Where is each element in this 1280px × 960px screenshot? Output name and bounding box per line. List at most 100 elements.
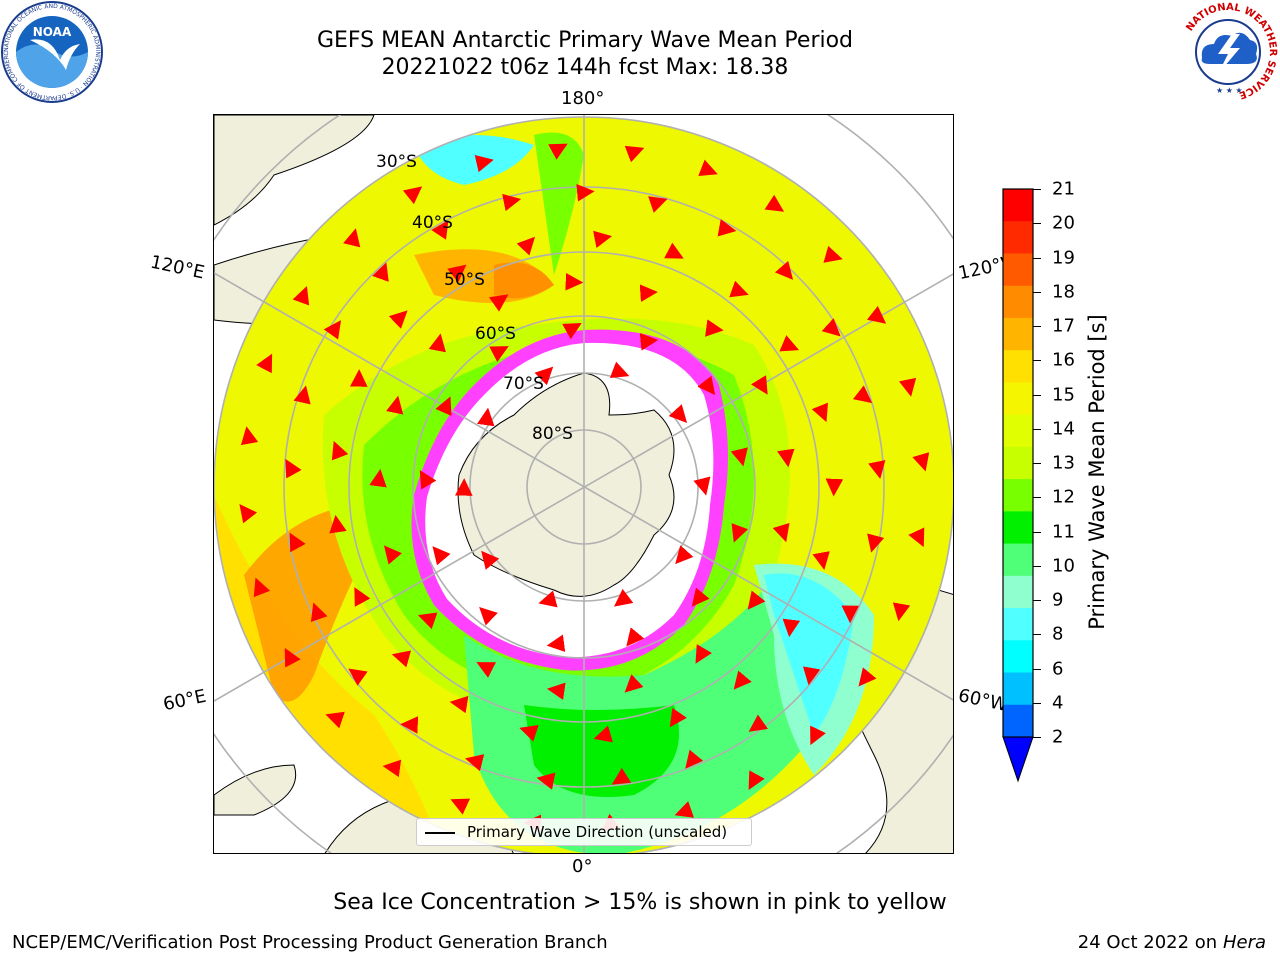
footer-credit: NCEP/EMC/Verification Post Processing Pr… — [12, 932, 608, 953]
wave-direction-arrows — [239, 143, 930, 833]
colorbar-tick-label: 19 — [1052, 247, 1075, 268]
wave-arrow — [516, 236, 536, 256]
colorbar-tick-mark — [1033, 565, 1041, 567]
colorbar-tick-label: 2 — [1052, 726, 1064, 748]
colorbar-segment — [1003, 640, 1033, 674]
polar-map — [214, 115, 953, 853]
colorbar-tick-mark — [1033, 394, 1041, 396]
wave-arrow — [624, 145, 645, 163]
wave-arrow — [289, 532, 306, 553]
wave-arrow — [695, 644, 712, 664]
wave-arrow — [639, 333, 659, 351]
wave-arrow — [450, 798, 471, 815]
colorbar-tick-label: 16 — [1052, 349, 1075, 371]
lat-label-50s: 50°S — [444, 270, 485, 290]
wave-arrow — [253, 577, 271, 598]
wave-arrow — [285, 458, 302, 479]
wave-arrow — [239, 504, 258, 524]
colorbar-segment — [1003, 414, 1033, 448]
colorbar-segment — [1003, 221, 1033, 254]
wave-arrow — [256, 353, 273, 374]
wave-arrow — [502, 193, 522, 212]
wave-arrow — [892, 602, 911, 622]
wave-arrow — [614, 588, 634, 607]
wave-arrow — [382, 759, 402, 778]
wave-arrow — [717, 219, 737, 237]
wave-arrow — [823, 245, 843, 263]
colorbar-label: Primary Wave Mean Period [s] — [1085, 314, 1109, 630]
wave-arrow — [576, 184, 595, 202]
wave-arrow — [536, 772, 556, 790]
wave-arrow — [435, 396, 452, 417]
wave-arrow — [731, 523, 749, 543]
map-frame — [213, 114, 954, 854]
wave-arrow — [348, 668, 368, 686]
colorbar-tick-label: 9 — [1052, 589, 1064, 611]
wave-arrow — [698, 159, 718, 177]
svg-text:★ ★ ★: ★ ★ ★ — [1216, 86, 1243, 95]
wave-arrow — [474, 155, 494, 173]
wave-arrow — [419, 470, 437, 490]
wave-arrow — [730, 447, 748, 467]
wave-arrow — [705, 319, 724, 337]
colorbar-extend-triangle — [1002, 736, 1034, 783]
colorbar-tick-label: 18 — [1052, 281, 1075, 303]
wave-arrow — [546, 682, 566, 700]
colorbar-tick-mark — [1033, 291, 1041, 293]
wave-arrow — [751, 375, 768, 395]
wave-arrow — [802, 666, 821, 686]
wave-arrow — [388, 310, 408, 329]
wave-arrow — [747, 590, 766, 610]
wave-arrow — [431, 220, 449, 240]
wave-arrow — [562, 322, 582, 340]
colorbar-segment — [1003, 189, 1033, 222]
footer-date: 24 Oct 2022 on Hera — [1077, 932, 1266, 953]
wave-arrow — [811, 402, 829, 423]
wave-arrow — [772, 522, 790, 543]
wave-arrow — [240, 426, 259, 446]
wave-arrow — [729, 280, 749, 298]
wave-arrow — [447, 264, 467, 283]
colorbar-tick-mark — [1033, 600, 1041, 601]
wave-arrow — [664, 242, 684, 259]
colorbar-tick-mark — [1033, 189, 1041, 190]
wave-arrow — [812, 551, 830, 571]
wave-arrow — [821, 318, 841, 337]
wave-arrow — [477, 407, 495, 427]
wave-arrow — [852, 385, 873, 404]
wave-arrow — [774, 260, 794, 280]
colorbar-tick-mark — [1033, 326, 1041, 327]
wave-arrow — [624, 674, 644, 693]
colorbar-tick-label: 17 — [1052, 315, 1075, 337]
wave-arrow — [391, 650, 412, 668]
wave-arrow — [867, 533, 885, 553]
legend-text: Primary Wave Direction (unscaled) — [467, 823, 728, 841]
colorbar — [1002, 188, 1034, 783]
lon-label-0: 0° — [572, 856, 593, 877]
colorbar-tick-mark — [1033, 428, 1041, 430]
colorbar-tick-label: 8 — [1052, 623, 1064, 645]
footer-machine: Hera — [1222, 932, 1266, 953]
wave-arrow — [693, 476, 711, 496]
australia-land — [214, 115, 375, 226]
wave-arrow — [369, 468, 387, 488]
legend-line-sample — [425, 832, 455, 834]
wave-arrow — [748, 770, 765, 790]
svg-text:NOAA: NOAA — [33, 25, 72, 39]
wave-arrow — [323, 320, 342, 340]
colorbar-segment — [1003, 285, 1033, 319]
colorbar-tick-mark — [1033, 257, 1041, 259]
wave-arrow — [310, 602, 328, 623]
sea-ice-note: Sea Ice Concentration > 15% is shown in … — [333, 890, 947, 915]
wave-arrow — [593, 725, 613, 743]
colorbar-tick-mark — [1033, 737, 1041, 738]
colorbar-tick-label: 6 — [1052, 658, 1064, 679]
colorbar-segment — [1003, 543, 1033, 577]
wave-arrow — [685, 749, 704, 769]
nws-logo: NATIONAL WEATHER SERVICE ★ ★ ★ — [1178, 2, 1278, 102]
colorbar-tick-label: 11 — [1052, 521, 1075, 542]
wave-arrow — [858, 667, 877, 687]
lon-label-60w: 60°W — [956, 685, 1010, 716]
wave-arrow — [488, 294, 509, 312]
map-legend: Primary Wave Direction (unscaled) — [416, 818, 752, 846]
